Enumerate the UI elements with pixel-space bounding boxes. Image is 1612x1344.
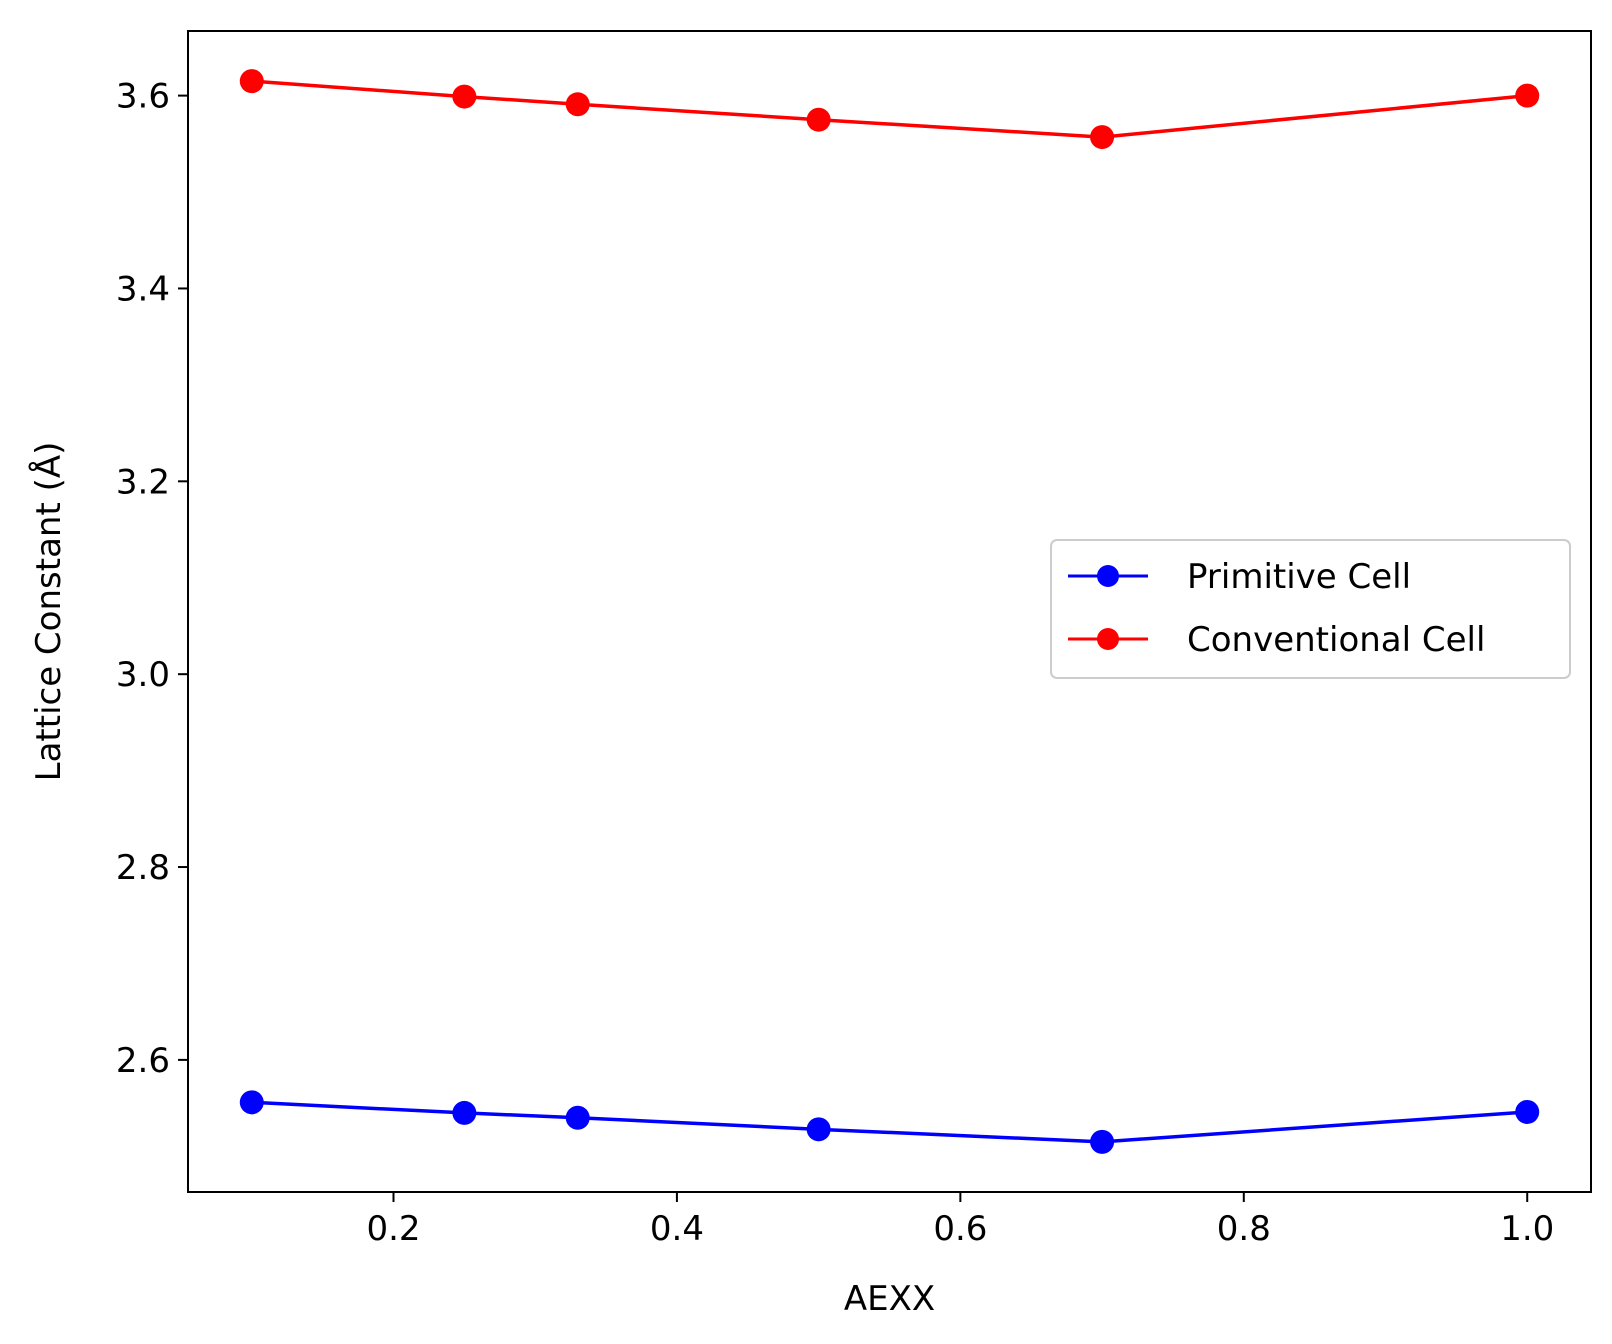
x-axis-label: AEXX [844,1279,935,1319]
x-tick-label: 0.2 [366,1209,420,1249]
data-point-conventional-cell [1515,83,1540,108]
legend-label-conventional-cell: Conventional Cell [1187,620,1485,660]
data-point-primitive-cell [806,1117,831,1142]
series-line-primitive-cell [251,1100,1528,1144]
x-tick-label: 0.6 [933,1209,987,1249]
x-axis-ticks: 0.2 0.4 0.6 0.8 1.0 [366,1192,1554,1249]
y-tick-label: 2.8 [116,848,170,888]
x-tick-label: 0.4 [650,1209,704,1249]
y-tick-label: 2.6 [116,1041,170,1081]
data-point-primitive-cell [1515,1099,1540,1124]
x-tick-label: 0.8 [1217,1209,1271,1249]
legend-swatch-marker [1097,628,1119,650]
y-tick-label: 3.4 [116,269,170,309]
legend-label-primitive-cell: Primitive Cell [1187,557,1411,597]
data-point-primitive-cell [565,1105,590,1130]
x-tick-label: 1.0 [1500,1209,1554,1249]
plot-area-frame [187,30,1592,1193]
data-point-conventional-cell [1090,125,1115,150]
data-point-primitive-cell [1090,1129,1115,1154]
legend-entry-conventional-cell: Conventional Cell [1068,620,1485,660]
data-point-primitive-cell [239,1090,264,1115]
data-point-conventional-cell [806,107,831,132]
data-point-conventional-cell [239,69,264,94]
y-tick-label: 3.0 [116,655,170,695]
data-point-conventional-cell [452,84,477,109]
y-axis-ticks: 2.6 2.8 3.0 3.2 3.4 3.6 [116,77,188,1081]
data-point-primitive-cell [452,1100,477,1125]
legend-entry-primitive-cell: Primitive Cell [1068,557,1411,597]
y-axis-label: Lattice Constant (Å) [28,442,69,782]
legend-swatch-marker [1097,565,1119,587]
y-tick-label: 3.2 [116,462,170,502]
legend-box [1050,539,1571,679]
series-layer [239,69,1540,1154]
data-point-conventional-cell [565,92,590,117]
series-line-conventional-cell [251,79,1528,139]
legend: Primitive Cell Conventional Cell [1050,539,1571,679]
y-tick-label: 3.6 [116,77,170,117]
